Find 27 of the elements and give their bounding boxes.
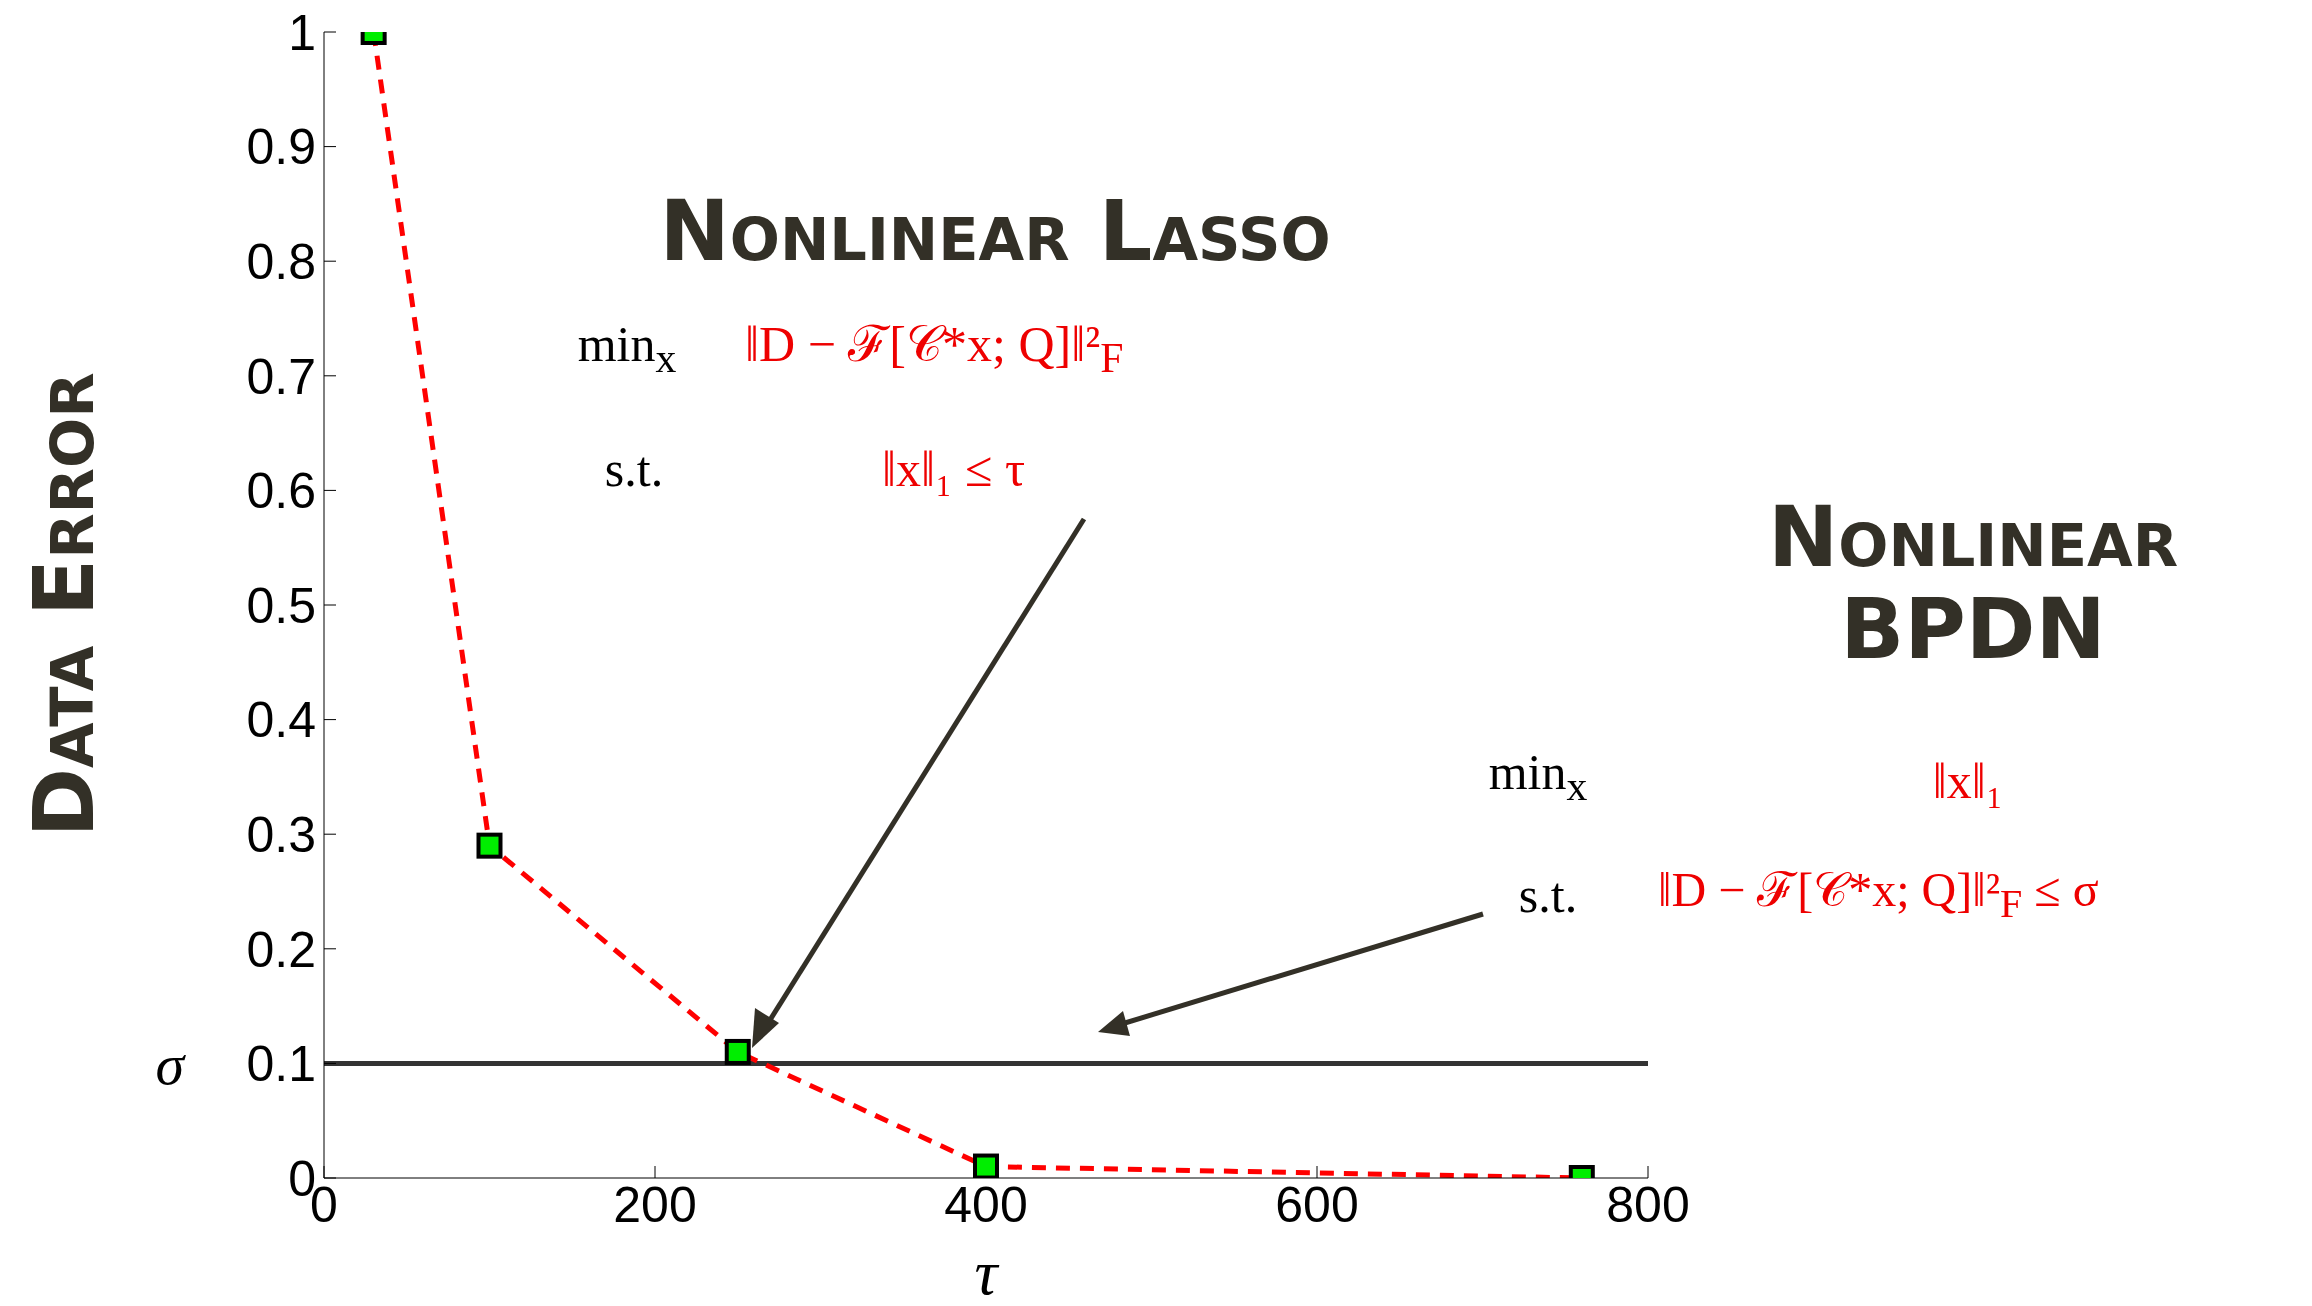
annotation: ‖x‖₁ ≤ τ: [882, 440, 1026, 497]
y-tick-label: 1: [288, 4, 316, 61]
annotation: Nonlinear Lasso: [659, 181, 1331, 280]
y-tick-label: 0.9: [246, 119, 316, 176]
x-tick-label: 600: [1275, 1176, 1359, 1233]
text: ‖x‖₁: [1932, 752, 2004, 809]
text: ‖D − ℱ[𝒞*x; Q]‖²$_{F}$ ≤ σ: [1658, 863, 2099, 926]
y-tick-label: 0.1: [246, 1036, 316, 1093]
annotation: ‖D − ℱ[𝒞*x; Q]‖²$_{F}$: [745, 315, 1124, 382]
y-tick-label: 0.4: [246, 692, 316, 749]
y-tick-label: 0.2: [246, 921, 316, 978]
ref-line-label: σ: [155, 1031, 187, 1097]
annotation: s.t.: [1518, 866, 1578, 923]
annotation: min$_{x}$: [1488, 743, 1588, 810]
y-tick-label: 0.7: [246, 348, 316, 405]
x-axis-title: τ: [974, 1237, 1000, 1306]
y-axis-title: Data Error: [14, 372, 113, 838]
annotation: s.t.: [604, 440, 664, 497]
x-tick-label: 800: [1606, 1176, 1690, 1233]
y-tick-label: 0.5: [246, 577, 316, 634]
y-tick-label: 0.6: [246, 463, 316, 520]
x-tick-label: 400: [944, 1176, 1028, 1233]
x-tick-label: 200: [613, 1176, 697, 1233]
annotation: min$_{x}$: [577, 315, 677, 382]
y-tick-label: 0.8: [246, 233, 316, 290]
text: Nonlinear BPDN: [1766, 487, 2180, 678]
y-tick-label: 0.3: [246, 806, 316, 863]
